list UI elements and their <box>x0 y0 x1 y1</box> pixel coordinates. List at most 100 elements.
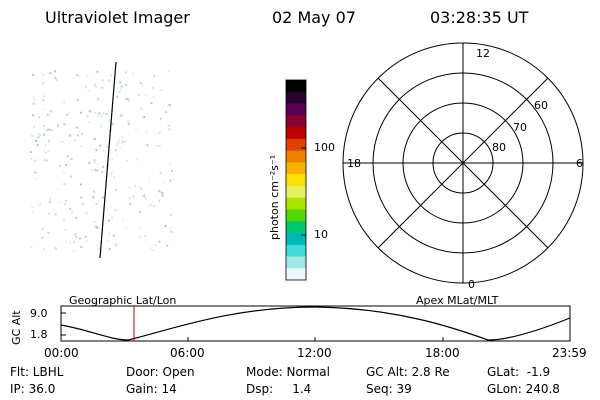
uv-speckle <box>33 97 36 100</box>
uv-speckle <box>76 98 79 101</box>
uv-speckle <box>138 185 141 188</box>
uv-speckle <box>64 229 67 232</box>
uv-speckle <box>132 194 135 197</box>
uv-speckle <box>108 233 111 236</box>
colorbar-tick-label-10: 10 <box>314 228 328 241</box>
uv-speckle <box>88 161 91 164</box>
uv-speckle <box>102 196 105 199</box>
uv-speckle <box>63 123 66 126</box>
uv-speckle <box>65 163 68 166</box>
uv-speckle <box>161 192 164 194</box>
uv-speckle <box>81 133 83 135</box>
polar-diagonal-2 <box>377 77 549 249</box>
colorbar-band <box>286 197 306 210</box>
uv-speckle <box>34 159 37 162</box>
uv-speckle <box>92 196 95 199</box>
uv-speckle <box>107 219 110 222</box>
terminator-line <box>99 61 117 259</box>
uv-speckle <box>79 237 81 240</box>
uv-speckle <box>147 205 150 207</box>
timeline-ylabel: GC Alt <box>10 310 23 345</box>
uv-speckle <box>120 114 123 117</box>
uv-speckle <box>150 247 153 250</box>
colorbar-band <box>286 127 306 140</box>
uv-speckle <box>117 142 120 145</box>
uv-speckle <box>62 171 65 174</box>
uv-speckle <box>54 247 57 250</box>
uv-speckle <box>93 159 96 162</box>
uv-speckle <box>164 111 167 114</box>
date-label: 02 May 07 <box>272 8 356 27</box>
uv-speckle <box>163 181 166 184</box>
uv-speckle <box>138 226 141 229</box>
uv-speckle <box>73 139 76 142</box>
uv-speckle <box>154 244 157 247</box>
uv-speckle <box>70 175 73 178</box>
uv-speckle <box>170 213 173 216</box>
colorbar-band <box>286 268 306 281</box>
uv-speckle <box>169 227 172 230</box>
info-gc-alt: GC Alt: 2.8 Re <box>366 365 450 379</box>
colorbar-band <box>286 232 306 246</box>
uv-speckle <box>99 144 102 147</box>
uv-speckle <box>170 230 173 233</box>
uv-speckle <box>111 123 114 126</box>
uv-speckle <box>115 143 118 146</box>
uv-speckle <box>37 133 40 136</box>
uv-speckle <box>31 206 34 209</box>
colorbar-band <box>286 103 306 116</box>
uv-speckle <box>55 79 58 81</box>
uv-speckle <box>48 128 51 131</box>
uv-speckle <box>41 95 44 98</box>
uv-speckle <box>56 188 59 191</box>
uv-speckle <box>169 162 172 165</box>
uv-speckle <box>63 203 66 206</box>
uv-speckle <box>124 71 127 74</box>
uv-speckle <box>105 113 108 115</box>
uv-speckle <box>88 110 91 113</box>
uv-speckle <box>72 249 75 252</box>
uv-speckle <box>119 147 122 150</box>
uv-speckle <box>51 129 54 132</box>
uv-speckle <box>73 240 76 243</box>
uv-speckle <box>59 165 61 167</box>
uv-speckle <box>149 203 152 206</box>
colorbar-band <box>286 244 306 257</box>
timeline-xticks <box>60 337 571 341</box>
mlt-label-18: 18 <box>347 157 361 170</box>
colorbar-band <box>286 138 306 152</box>
uv-speckle <box>116 141 119 144</box>
colorbar-band <box>286 91 306 105</box>
uv-speckle <box>112 234 115 237</box>
uv-speckle <box>114 149 117 152</box>
uv-speckle <box>43 159 46 162</box>
uv-speckle <box>167 124 170 127</box>
uv-speckle <box>152 96 155 99</box>
uv-speckle <box>41 236 44 239</box>
uv-speckle <box>144 234 147 237</box>
colorbar <box>286 80 306 281</box>
mlt-label-12: 12 <box>476 47 490 60</box>
uv-speckle <box>42 82 44 85</box>
uv-speckle <box>159 172 162 175</box>
uv-speckle <box>95 203 98 205</box>
uv-speckle <box>34 178 37 181</box>
uv-speckle <box>101 86 104 89</box>
uv-speckle <box>148 180 151 183</box>
uv-speckle <box>54 76 57 79</box>
uv-speckle <box>49 72 52 75</box>
timeline-right-title: Apex MLat/MLT <box>416 294 499 307</box>
info-filter: Flt: LBHL <box>10 365 64 379</box>
info-dsp: Dsp: 1.4 <box>246 382 312 396</box>
uv-speckle <box>116 95 119 98</box>
uv-speckle <box>139 236 142 239</box>
uv-speckle <box>30 151 32 154</box>
lat-label-80: 80 <box>492 141 506 154</box>
uv-speckle <box>86 114 89 117</box>
uv-speckle <box>168 128 171 131</box>
xtick-label-0000: 00:00 <box>44 346 79 360</box>
uv-speckle <box>96 163 99 165</box>
lat-label-60: 60 <box>534 99 548 112</box>
info-mode: Mode: Normal <box>246 365 330 379</box>
uv-speckle <box>90 169 93 172</box>
